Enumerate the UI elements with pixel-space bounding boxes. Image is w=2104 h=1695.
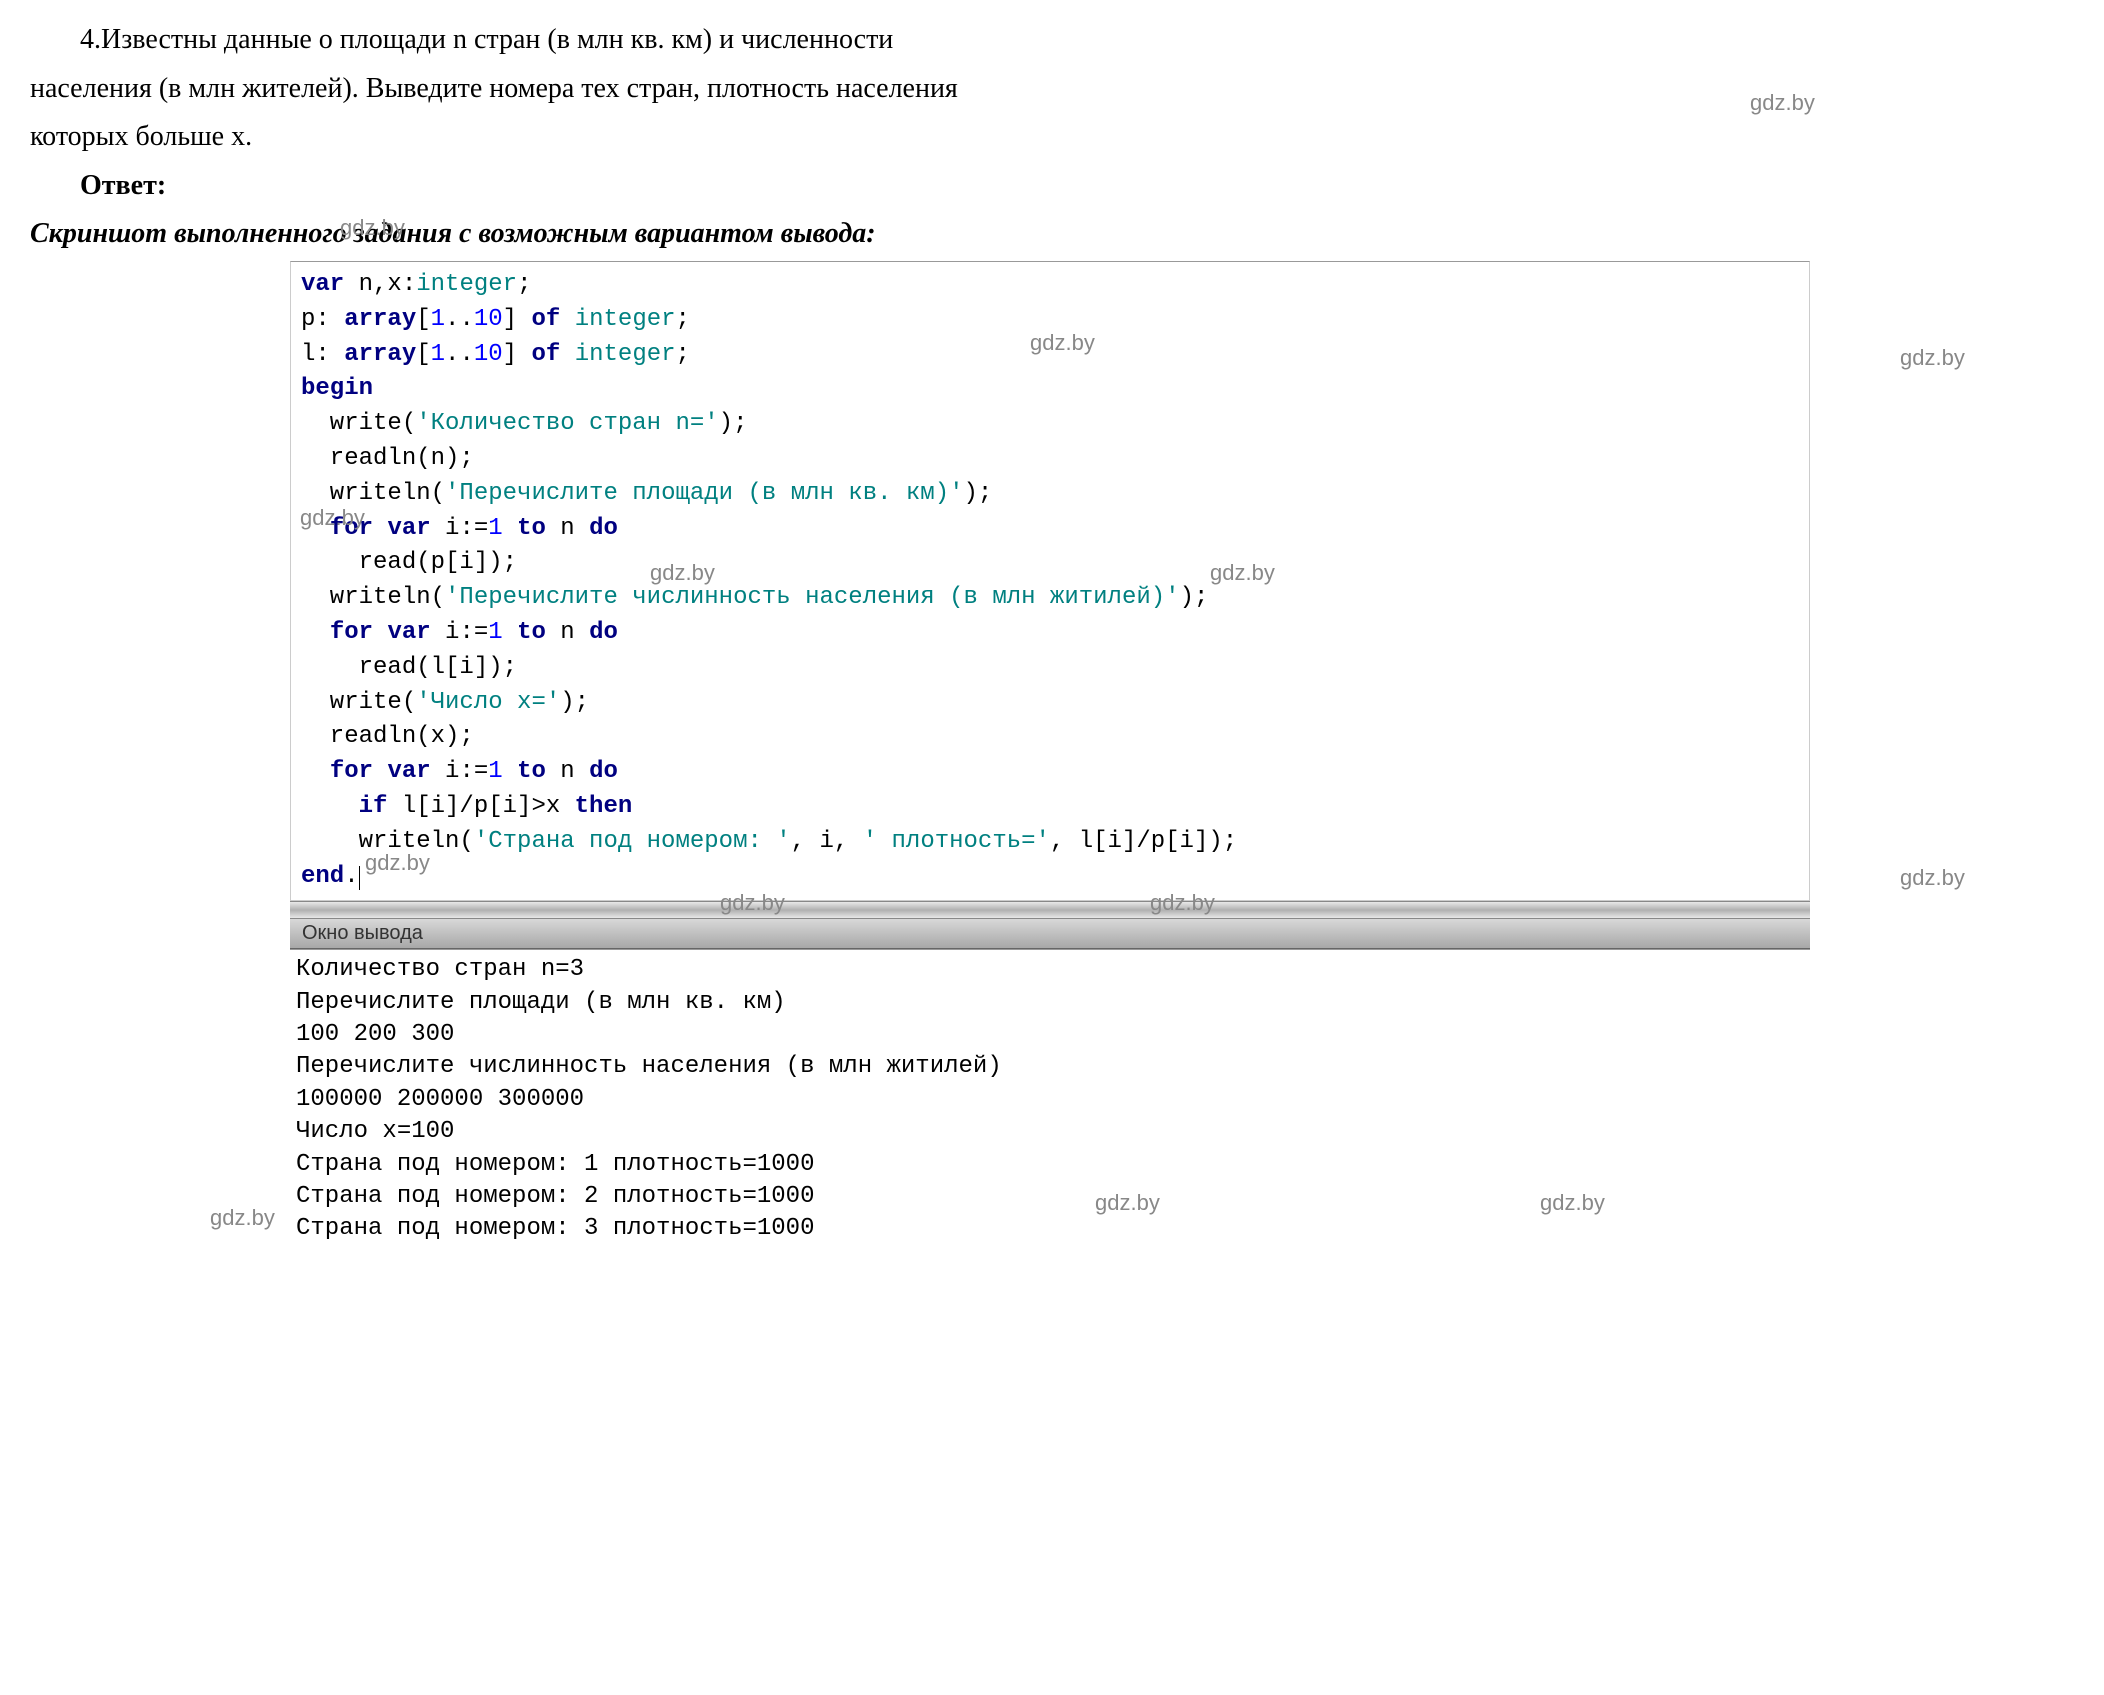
answer-label: Ответ: bbox=[30, 166, 2074, 207]
watermark-text: gdz.by bbox=[1900, 345, 1965, 371]
screenshot-label: Скриншот выполненного задания с возможны… bbox=[30, 214, 2074, 255]
output-window-title: Окно вывода bbox=[290, 919, 1810, 949]
splitter-bar[interactable] bbox=[290, 901, 1810, 919]
watermark-text: gdz.by bbox=[1900, 865, 1965, 891]
problem-line-3: которых больше x. bbox=[30, 117, 2074, 158]
problem-line-1: 4.Известны данные о площади n стран (в м… bbox=[30, 20, 2074, 61]
watermark-text: gdz.by bbox=[210, 1205, 275, 1231]
code-editor[interactable]: var n,x:integer; p: array[1..10] of inte… bbox=[290, 261, 1810, 901]
problem-line-2: населения (в млн жителей). Выведите номе… bbox=[30, 69, 2074, 110]
ide-screenshot: var n,x:integer; p: array[1..10] of inte… bbox=[290, 261, 1810, 1256]
output-console: Количество стран n=3 Перечислите площади… bbox=[290, 949, 1810, 1256]
